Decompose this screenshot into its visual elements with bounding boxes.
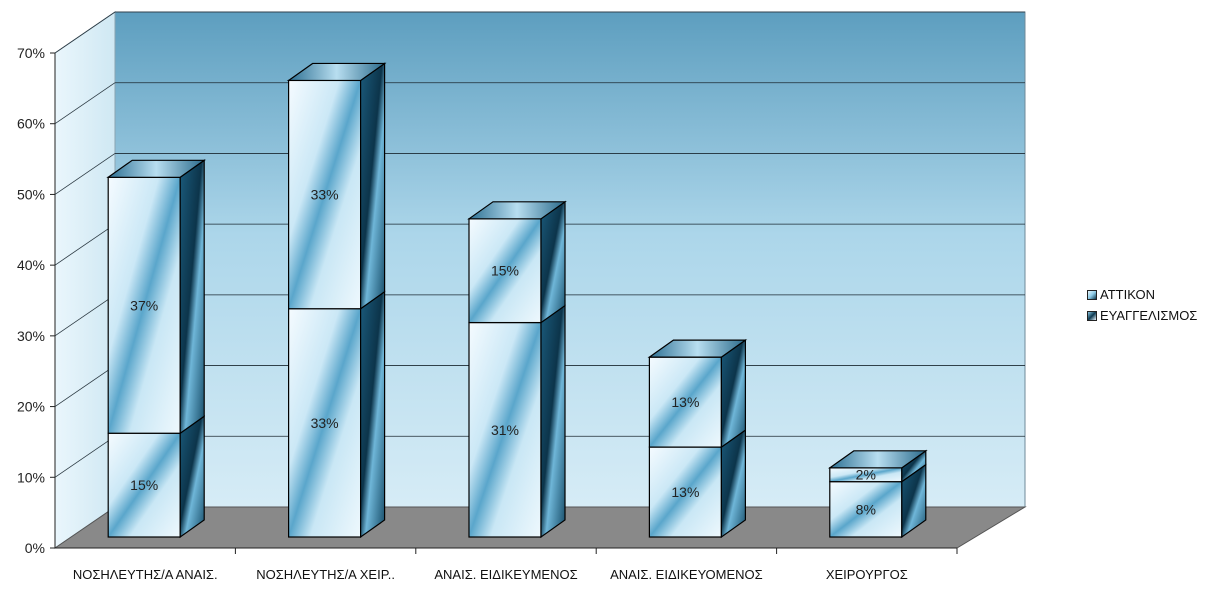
legend-label-attikon: ΑΤΤΙΚΟΝ	[1100, 287, 1155, 302]
x-category-label: ΝΟΣΗΛΕΥΤΗΣ/Α ΧΕΙΡ..	[256, 567, 395, 582]
bar-segment-attikon	[107, 176, 181, 434]
gridline-side	[54, 153, 116, 195]
bar-segment-evangelismos-side	[360, 290, 386, 539]
y-tick-label: 20%	[17, 399, 45, 415]
bar-segment-attikon-side	[179, 159, 205, 435]
legend-label-evangelismos: ΕΥΑΓΓΕΛΙΣΜΟΣ	[1100, 308, 1198, 323]
data-label: 2%	[856, 467, 876, 483]
gridline-side	[54, 365, 116, 407]
data-label: 15%	[491, 263, 519, 279]
x-axis-categories: ΝΟΣΗΛΕΥΤΗΣ/Α ΑΝΑΙΣ. ΝΟΣΗΛΕΥΤΗΣ/Α ΧΕΙΡ.. ΑΝ…	[73, 548, 958, 582]
gridline-side	[54, 82, 116, 125]
bar-stack: 31% 15%	[467, 200, 567, 539]
bar-segment-evangelismos	[288, 308, 362, 538]
gridline-side	[54, 223, 116, 266]
bar-top-cap	[647, 339, 748, 358]
y-tick-label: 0%	[25, 540, 45, 556]
bar-stack: 33% 33%	[286, 62, 387, 539]
bar-segment-evangelismos-side	[720, 428, 747, 539]
y-tick-label: 10%	[17, 469, 45, 485]
bar-top-cap	[286, 62, 387, 82]
bar-stack: 8% 2%	[827, 449, 928, 539]
bar-segment-evangelismos	[829, 481, 903, 538]
bar-stack: 13% 13%	[647, 338, 748, 539]
bar-segment-attikon-side	[720, 338, 747, 449]
data-label: 31%	[491, 422, 519, 438]
bar-segment-attikon	[468, 218, 542, 324]
chart-walls	[53, 11, 1027, 549]
y-tick-label: 60%	[17, 116, 45, 132]
side-wall	[54, 11, 116, 549]
data-label: 33%	[311, 415, 339, 431]
bar-segment-attikon-side	[360, 62, 386, 310]
bar-segment-evangelismos-side	[540, 304, 566, 539]
legend-item-attikon: ΑΤΤΙΚΟΝ	[1087, 284, 1223, 305]
x-category-label: ΧΕΙΡΟΥΡΓΟΣ	[826, 567, 908, 582]
bars: 15% 37% 33% 33% 31% 15% 13% 13% 8% 2%	[106, 62, 928, 539]
data-label: 13%	[671, 394, 699, 410]
legend-swatch-evangelismos	[1087, 310, 1097, 321]
bar-top-cap	[106, 159, 207, 178]
y-tick-label: 70%	[17, 45, 45, 61]
bar-stack: 15% 37%	[106, 159, 207, 539]
bar-segment-evangelismos-side	[179, 415, 205, 539]
bar-segment-attikon-side	[540, 200, 566, 324]
bar-top-cap	[467, 201, 567, 220]
legend: ΑΤΤΙΚΟΝ ΕΥΑΓΓΕΛΙΣΜΟΣ	[1087, 284, 1223, 326]
y-tick-label: 30%	[17, 328, 45, 344]
x-category-label: ΑΝΑΙΣ. ΕΙΔΙΚΕΥΟΜΕΝΟΣ	[610, 567, 763, 582]
gridline-side	[54, 11, 116, 54]
legend-item-evangelismos: ΕΥΑΓΓΕΛΙΣΜΟΣ	[1087, 305, 1223, 326]
data-label: 15%	[130, 477, 158, 493]
x-category-label: ΝΟΣΗΛΕΥΤΗΣ/Α ΑΝΑΙΣ.	[73, 567, 218, 582]
x-category-label: ΑΝΑΙΣ. ΕΙΔΙΚΕΥΜΕΝΟΣ	[434, 567, 577, 582]
y-tick-label: 50%	[17, 186, 45, 202]
y-axis-ticks: 0% 10% 20% 30% 40% 50% 60% 70%	[17, 45, 957, 556]
y-tick-label: 40%	[17, 257, 45, 273]
bar-top-cap	[827, 450, 928, 469]
data-label: 13%	[671, 484, 699, 500]
gridline-side	[54, 435, 116, 478]
bar-segment-evangelismos	[468, 321, 542, 538]
bar-segment-attikon	[288, 79, 362, 310]
data-label: 37%	[130, 297, 158, 313]
data-label: 8%	[856, 501, 876, 517]
back-wall	[114, 11, 1026, 508]
data-label: 33%	[311, 187, 339, 203]
gridline-side	[54, 294, 116, 337]
legend-swatch-attikon	[1087, 289, 1097, 300]
